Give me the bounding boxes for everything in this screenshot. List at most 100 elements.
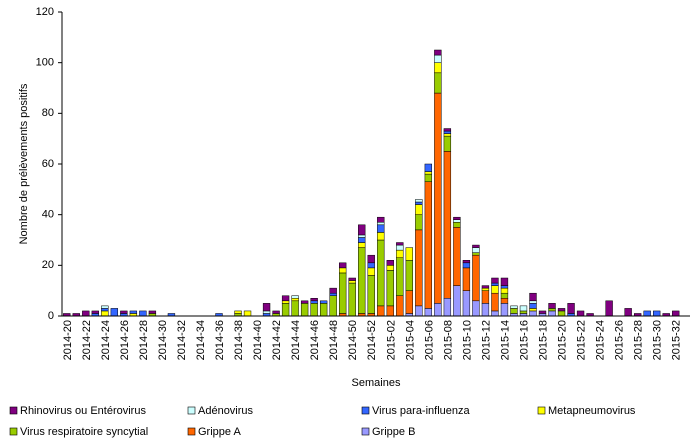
bar-segment xyxy=(500,292,509,299)
bar-segment xyxy=(281,303,290,317)
bar-segment xyxy=(377,222,385,226)
bar-segment xyxy=(386,260,394,266)
bar-segment xyxy=(396,244,404,251)
bar-segment xyxy=(548,303,556,309)
bar-segment xyxy=(281,295,290,302)
bar-segment xyxy=(329,292,337,296)
bar-segment xyxy=(462,267,471,291)
legend-label: Grippe A xyxy=(198,426,241,438)
legend-marker xyxy=(361,427,370,436)
bar-segment xyxy=(472,252,480,256)
x-tick-label: 2015-10 xyxy=(461,320,473,360)
bar-segment xyxy=(234,310,242,314)
bar-segment xyxy=(110,308,119,317)
bar-segment xyxy=(291,295,299,299)
bar-segment xyxy=(339,272,347,314)
x-tick-label: 2014-30 xyxy=(157,320,169,360)
bar-segment xyxy=(510,305,518,309)
y-tick-label: 80 xyxy=(42,107,54,119)
bar-segment xyxy=(548,310,556,317)
x-tick-label: 2014-46 xyxy=(309,320,321,360)
bar-segment xyxy=(672,310,680,317)
bar-segment xyxy=(424,173,433,182)
bar-segment xyxy=(291,298,299,302)
bar-segment xyxy=(310,303,318,317)
x-tick-label: 2015-32 xyxy=(671,320,683,360)
bar-segment xyxy=(424,163,433,172)
bar-segment xyxy=(434,303,442,317)
x-tick-label: 2014-36 xyxy=(214,320,226,360)
bar-segment xyxy=(624,308,632,317)
bar-segment xyxy=(415,201,423,205)
x-tick-label: 2015-02 xyxy=(385,320,397,360)
x-tick-label: 2014-20 xyxy=(62,320,74,360)
bar-segment xyxy=(481,285,490,289)
x-tick-label: 2015-20 xyxy=(557,320,569,360)
bar-segment xyxy=(396,257,404,296)
bar-segment xyxy=(424,308,433,317)
x-tick-label: 2015-08 xyxy=(442,320,454,360)
bar-segment xyxy=(405,247,413,261)
bar-segment xyxy=(500,285,509,289)
x-tick-label: 2014-28 xyxy=(138,320,150,360)
bar-segment xyxy=(519,305,528,312)
x-tick-label: 2014-48 xyxy=(328,320,340,360)
bar-segment xyxy=(396,249,404,258)
bar-segment xyxy=(101,310,109,317)
x-tick-label: 2014-44 xyxy=(290,320,302,360)
bar-segment xyxy=(300,300,309,304)
x-tick-label: 2014-24 xyxy=(100,320,112,360)
bar-segment xyxy=(405,290,413,314)
bar-segment xyxy=(262,310,271,314)
bar-segment xyxy=(367,275,375,314)
bar-segment xyxy=(443,298,452,317)
bar-segment xyxy=(453,285,461,317)
bar-segment xyxy=(462,262,471,269)
bar-segment xyxy=(310,298,318,302)
bar-segment xyxy=(500,303,509,317)
bar-segment xyxy=(443,128,452,132)
bar-segment xyxy=(538,310,547,314)
bar-segment xyxy=(415,204,423,215)
bar-segment xyxy=(348,277,356,281)
bar-segment xyxy=(519,310,528,314)
legend-label: Rhinovirus ou Entérovirus xyxy=(20,405,146,417)
bar-segment xyxy=(529,300,537,304)
bar-segment xyxy=(377,224,385,233)
x-tick-label: 2015-22 xyxy=(576,320,588,360)
y-tick-label: 40 xyxy=(42,209,54,221)
bar-segment xyxy=(272,310,280,314)
bar-segment xyxy=(510,308,518,314)
y-tick-label: 20 xyxy=(42,259,54,271)
bar-segment xyxy=(348,280,356,284)
bar-segment xyxy=(243,310,252,317)
bar-segment xyxy=(472,300,480,317)
bar-segment xyxy=(415,214,423,231)
bar-segment xyxy=(415,305,423,317)
bar-segment xyxy=(386,265,394,271)
bar-segment xyxy=(300,303,309,317)
bar-segment xyxy=(358,224,366,236)
bar-segment xyxy=(462,260,471,264)
bar-segment xyxy=(481,303,490,317)
x-tick-label: 2015-26 xyxy=(614,320,626,360)
x-tick-label: 2014-26 xyxy=(119,320,131,360)
bar-segment xyxy=(405,260,413,291)
bar-segment xyxy=(358,234,366,238)
bar-segment xyxy=(434,92,442,304)
bar-segment xyxy=(120,310,128,314)
bar-segment xyxy=(500,277,509,286)
bar-segment xyxy=(443,135,452,152)
bar-segment xyxy=(386,270,394,307)
bar-segment xyxy=(424,181,433,309)
bar-segment xyxy=(434,62,442,74)
bar-segment xyxy=(377,305,385,317)
x-tick-label: 2014-34 xyxy=(195,320,207,360)
x-tick-label: 2014-52 xyxy=(366,320,378,360)
x-tick-label: 2015-12 xyxy=(480,320,492,360)
bar-segment xyxy=(101,305,109,309)
bar-segment xyxy=(148,310,157,314)
bar-segment xyxy=(576,310,585,317)
bar-segment xyxy=(291,300,299,317)
